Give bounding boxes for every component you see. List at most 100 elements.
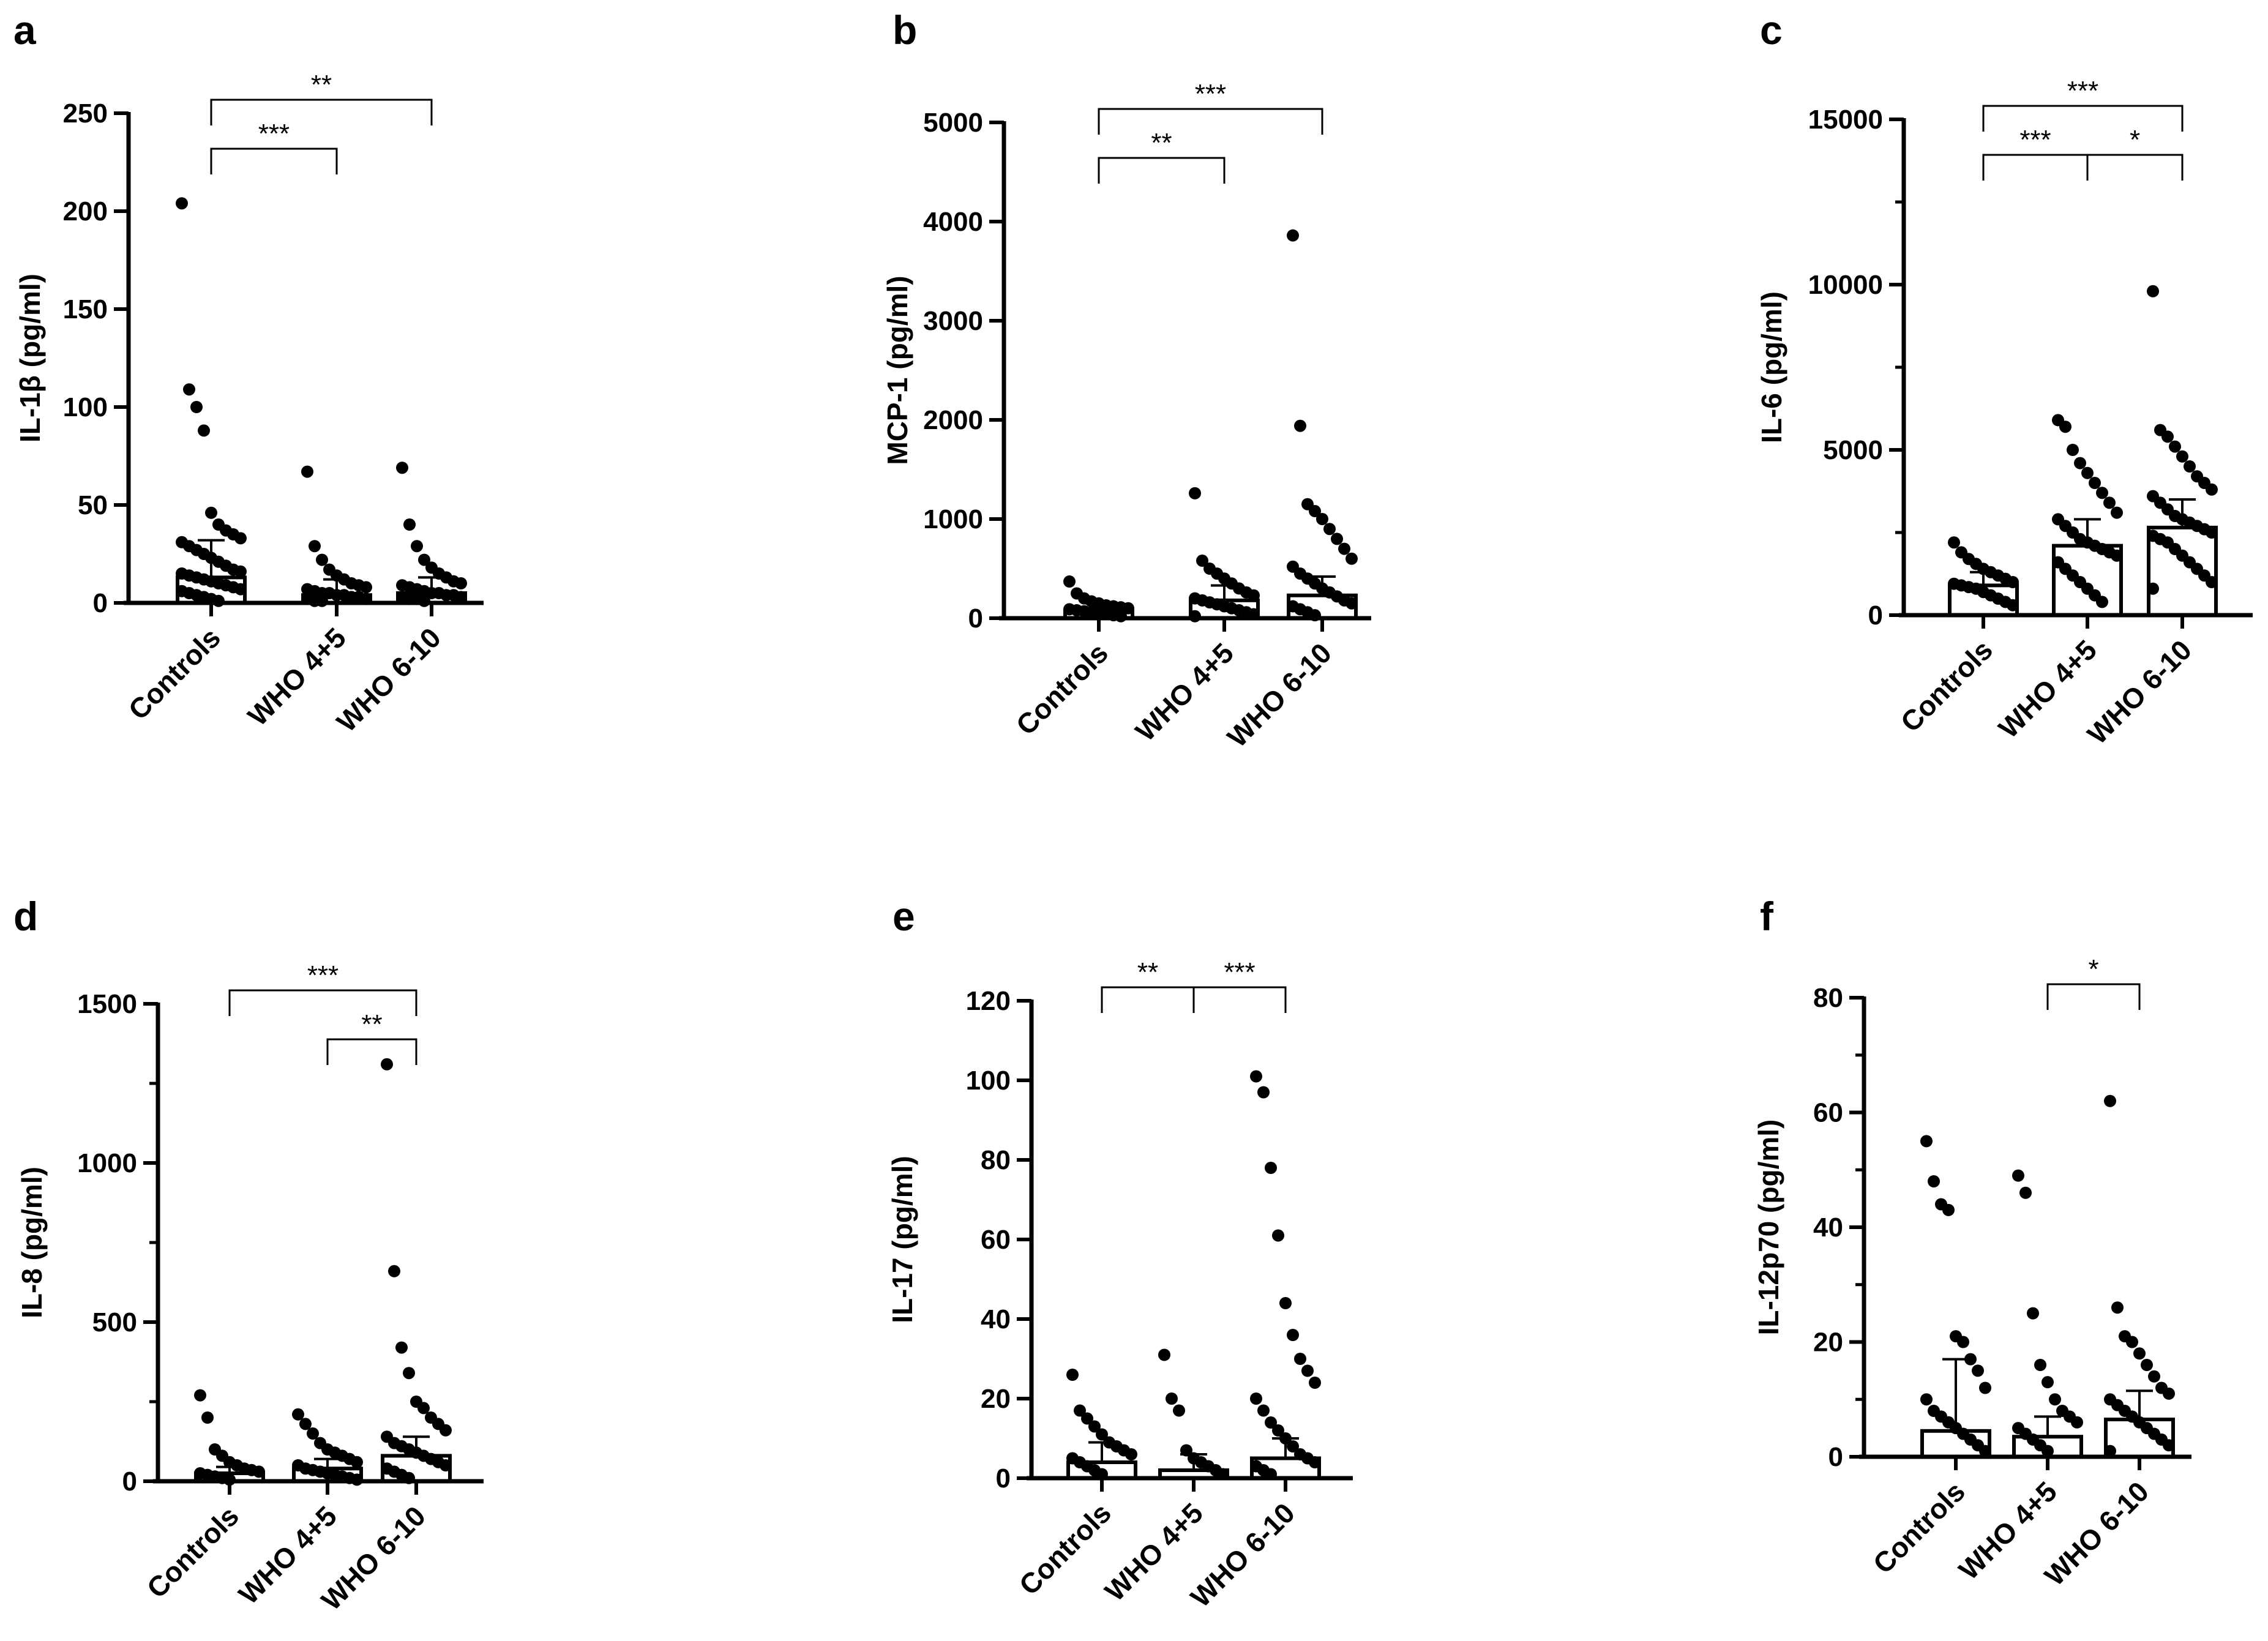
data-point [2096,596,2108,608]
significance-bracket [326,1038,417,1065]
significance-bracket [1982,154,2089,181]
data-point [403,1471,415,1484]
data-point [234,532,247,545]
panel-letter: e [893,894,915,939]
data-point [253,1465,265,1478]
data-point [1287,1329,1299,1341]
data-point [2034,1359,2046,1371]
y-tick-label: 40 [1813,1213,1843,1243]
data-point [455,591,467,604]
significance-label: *** [1224,957,1255,987]
y-axis-title: IL-8 (pg/ml) [16,1167,48,1318]
data-point [194,1389,206,1402]
data-point [1248,589,1260,602]
data-point [1257,1404,1270,1417]
data-point [2007,576,2019,588]
y-axis-title: IL-1β (pg/ml) [14,274,46,443]
data-point [2206,526,2218,539]
y-axis-title: MCP-1 (pg/ml) [881,275,913,465]
data-point [2206,576,2218,588]
data-point [2111,506,2123,519]
panel-letter: d [13,894,38,939]
y-tick-label: 0 [122,1467,137,1497]
y-tick-label: 0 [1868,600,1883,630]
y-tick-label: 20 [981,1384,1011,1414]
data-point [411,540,423,553]
data-point [403,518,416,531]
data-point [2096,487,2108,499]
significance-label: ** [361,1009,382,1039]
data-point [1265,1416,1277,1429]
data-point [2049,1393,2061,1406]
data-point [396,462,408,474]
data-point [2163,1439,2175,1452]
data-point [351,1456,363,1468]
data-point [307,1427,319,1440]
data-point [1166,1392,1178,1405]
y-tick-label: 1000 [923,504,983,534]
data-point [183,383,195,396]
data-point [1248,608,1260,621]
data-point [1979,1445,1991,1457]
y-tick-label: 150 [63,294,108,324]
data-point [1272,1424,1284,1437]
data-point [2067,444,2079,456]
data-point [292,1408,304,1421]
data-point [403,1367,415,1380]
data-point [417,1402,430,1415]
panel-letter: b [893,7,917,53]
data-point [2059,421,2072,433]
data-point [2019,1186,2032,1199]
category-label: Controls [1010,637,1114,741]
significance-label: ** [1137,957,1158,987]
data-point [2027,1307,2039,1320]
data-point [1345,597,1358,610]
data-point [1250,1392,1262,1405]
chart-panel-a: a 0 50 100 150 200 250 IL-1β (pg/ml) Controls WHO… [13,7,484,738]
data-point [212,594,225,607]
significance-label: * [2088,954,2098,984]
data-point [1125,1448,1137,1460]
y-tick-label: 2000 [923,405,983,435]
significance-label: *** [258,119,290,149]
significance-bracket [1192,986,1287,1013]
data-point [1272,1229,1284,1242]
category-label: Controls [141,1500,245,1604]
data-point [2133,1347,2146,1360]
data-point [234,583,247,596]
y-tick-label: 5000 [1823,435,1883,465]
data-point [1279,1432,1292,1445]
data-point [1250,1070,1262,1083]
data-point [1309,1456,1321,1468]
chart-panel-c: c 0 5000 10000 15000 IL-6 (pg/ml) Controls WHO … [1756,7,2253,750]
data-point [2042,1445,2054,1457]
category-label: Controls [122,621,226,725]
data-point [1066,1369,1079,1381]
data-point [2147,582,2159,595]
data-point [201,1411,214,1424]
data-point [2104,1094,2116,1107]
y-tick-label: 80 [1813,983,1843,1013]
data-point [190,401,203,413]
data-point [388,1265,400,1277]
data-point [2111,549,2123,562]
y-tick-label: 0 [1828,1442,1843,1472]
data-point [2089,477,2101,489]
data-point [360,592,372,605]
data-point [360,581,372,594]
data-point [1096,1468,1108,1481]
data-point [1265,1468,1277,1481]
data-point [1309,1377,1321,1389]
y-tick-label: 50 [78,490,108,520]
data-point [223,1473,236,1486]
data-point [1287,1440,1299,1452]
data-point [1942,1203,1955,1216]
data-point [2071,1416,2083,1429]
significance-bracket [228,989,417,1016]
y-tick-label: 0 [93,588,108,618]
data-point [1115,610,1127,622]
data-point [2147,285,2159,297]
data-point [316,594,328,607]
